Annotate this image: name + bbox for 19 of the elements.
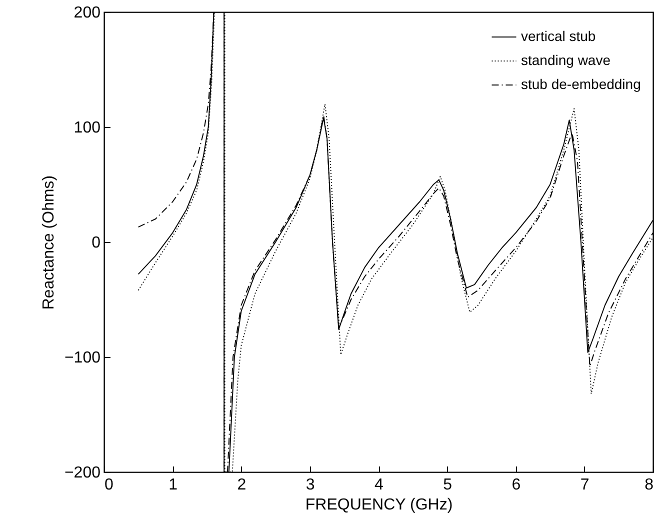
y-tick-label: 100 [74,120,101,136]
x-axis-title: FREQUENCY (GHz) [305,496,453,514]
y-tick-label: 0 [92,234,101,252]
legend-label: standing wave [521,52,611,68]
x-tick-label: 1 [168,476,178,494]
legend-label: stub de-embedding [521,76,641,92]
y-axis-title: Reactance (Ohms) [40,175,58,310]
x-tick-label: 8 [644,476,654,494]
x-tick-label: 7 [580,476,590,494]
x-tick-label: 6 [512,476,521,494]
x-tick-label: 5 [443,476,452,494]
x-tick-label: 0 [104,476,114,494]
legend-label: vertical stub [521,28,596,44]
y-tick-label: −200 [64,464,101,482]
x-tick-label: 3 [306,476,315,494]
x-tick-label: 4 [374,476,384,494]
x-tick-label: 2 [237,476,246,494]
y-tick-label: 200 [74,4,101,22]
y-tick-label: −100 [64,350,101,366]
